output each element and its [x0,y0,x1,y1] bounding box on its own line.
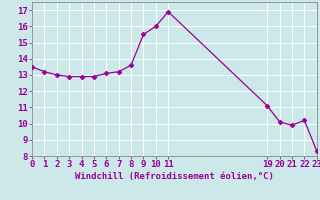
X-axis label: Windchill (Refroidissement éolien,°C): Windchill (Refroidissement éolien,°C) [75,172,274,181]
